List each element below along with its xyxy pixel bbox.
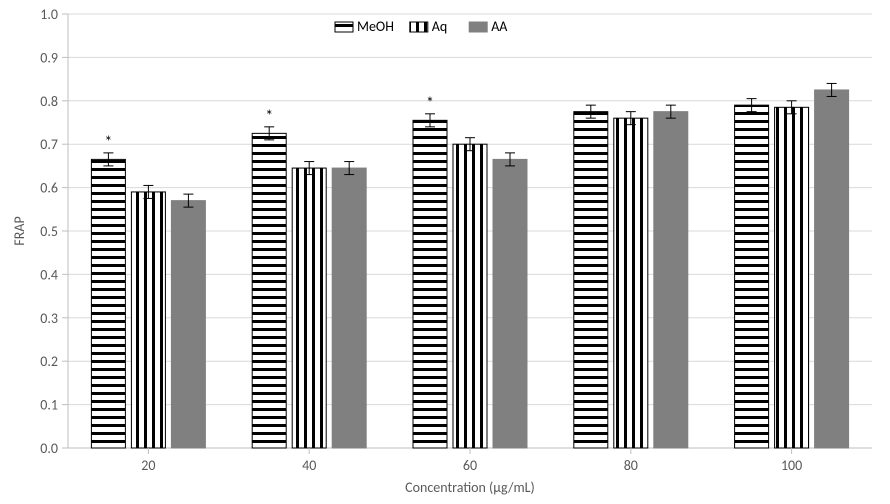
bar-aa — [493, 159, 527, 448]
bar-aq — [453, 144, 487, 448]
significance-marker: * — [426, 94, 434, 113]
x-tick-label: 20 — [141, 457, 155, 474]
bar-aq — [775, 107, 809, 448]
bar-aa — [171, 201, 205, 448]
bar-meoh — [574, 112, 608, 448]
x-tick-label: 60 — [463, 457, 477, 474]
y-tick-label: 0.6 — [40, 180, 58, 197]
legend-label: MeOH — [357, 18, 394, 35]
bar-aa — [654, 112, 688, 448]
legend-label: AA — [491, 18, 508, 35]
x-tick-label: 100 — [781, 457, 802, 474]
x-axis-label: Concentration (µg/mL) — [405, 479, 535, 496]
legend-label: Aq — [432, 18, 447, 35]
bar-meoh — [735, 105, 769, 448]
significance-marker: * — [104, 133, 112, 152]
y-tick-label: 0.7 — [40, 136, 58, 153]
legend-swatch — [410, 22, 428, 32]
y-tick-label: 0.3 — [40, 310, 58, 327]
bar-aq — [614, 118, 648, 448]
y-axis-label: FRAP — [11, 216, 28, 245]
bar-meoh — [91, 159, 125, 448]
frap-bar-chart: 0.0 0.1 0.2 0.3 0.4 0.5 0.6 0.7 0.8 0.9 1.0 * * * 20 40… — [0, 0, 890, 504]
y-tick-label: 0.0 — [40, 440, 58, 457]
legend-swatch — [469, 22, 487, 32]
bar-aq — [131, 192, 165, 448]
y-tick-label: 0.9 — [40, 49, 58, 66]
y-tick-label: 0.8 — [40, 93, 58, 110]
bar-aa — [332, 168, 366, 448]
y-tick-label: 0.4 — [40, 266, 58, 283]
y-tick-label: 1.0 — [40, 6, 58, 23]
y-tick-label: 0.1 — [40, 397, 58, 414]
chart-canvas: 0.0 0.1 0.2 0.3 0.4 0.5 0.6 0.7 0.8 0.9 1.0 * * * 20 40… — [0, 0, 890, 504]
bar-aa — [815, 90, 849, 448]
bar-meoh — [252, 133, 286, 448]
y-tick-label: 0.5 — [40, 223, 58, 240]
bar-meoh — [413, 120, 447, 448]
y-tick-label: 0.2 — [40, 353, 58, 370]
x-tick-label: 40 — [302, 457, 316, 474]
significance-marker: * — [265, 107, 273, 126]
legend-swatch — [335, 22, 353, 32]
x-tick-label: 80 — [624, 457, 638, 474]
bar-aq — [292, 168, 326, 448]
